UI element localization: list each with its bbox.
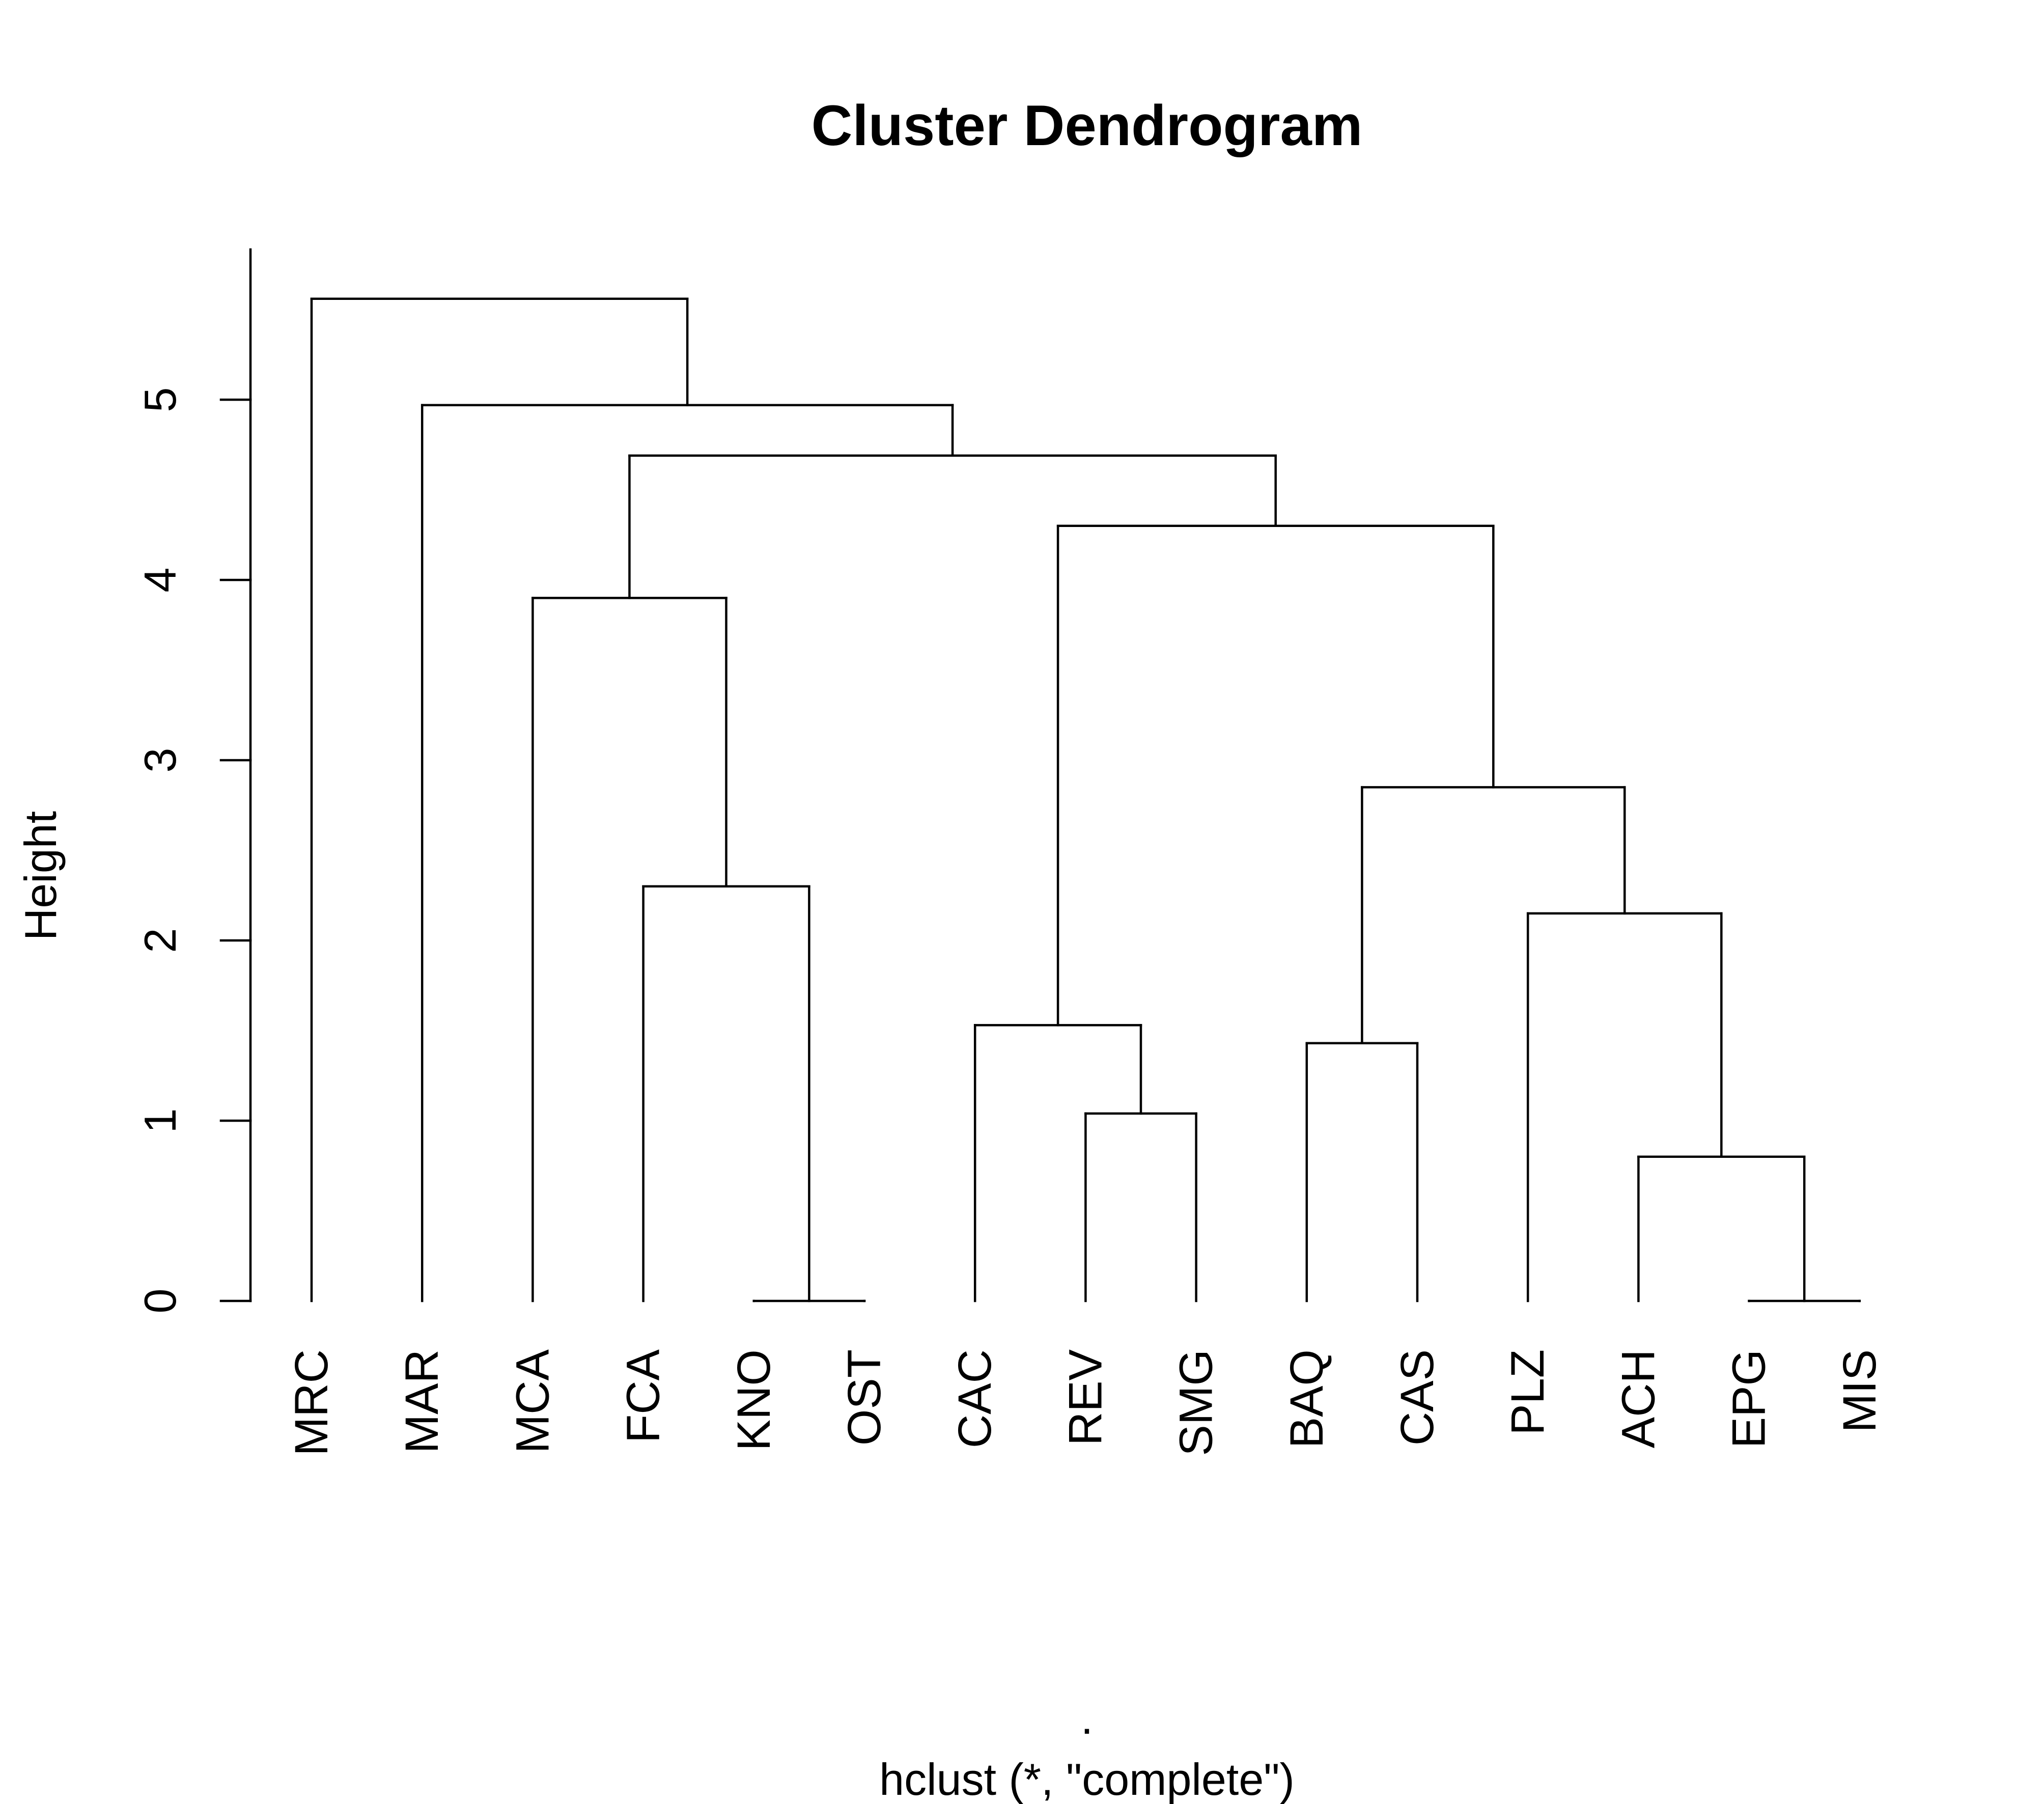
leaf-label-baq: BAQ bbox=[1281, 1349, 1333, 1448]
x-axis-label: . bbox=[1081, 1693, 1093, 1743]
leaf-label-mca: MCA bbox=[507, 1349, 558, 1453]
leaf-label-smg: SMG bbox=[1170, 1349, 1222, 1456]
leaf-label-cac: CAC bbox=[949, 1349, 1001, 1448]
leaf-label-epg: EPG bbox=[1723, 1349, 1775, 1448]
leaf-label-mar: MAR bbox=[396, 1349, 448, 1453]
leaf-label-mis: MIS bbox=[1834, 1349, 1886, 1433]
leaf-label-plz: PLZ bbox=[1502, 1349, 1554, 1435]
y-tick-label: 5 bbox=[135, 387, 185, 412]
leaf-label-ost: OST bbox=[838, 1349, 890, 1446]
dendrogram-tree bbox=[310, 297, 1861, 1302]
leaf-label-ach: ACH bbox=[1612, 1349, 1664, 1448]
chart-title: Cluster Dendrogram bbox=[811, 94, 1363, 157]
leaf-labels: MRC MAR MCA FCA KNO OST CAC REV SMG BAQ CAS PLZ ACH E… bbox=[286, 1349, 1886, 1456]
y-tick-label: 1 bbox=[135, 1108, 185, 1133]
y-tick-label: 2 bbox=[135, 928, 185, 953]
leaf-label-kno: KNO bbox=[728, 1349, 780, 1451]
y-axis: 0 1 2 3 4 5 bbox=[135, 248, 252, 1314]
y-axis-label: Height bbox=[15, 811, 66, 940]
y-tick-label: 0 bbox=[135, 1289, 185, 1314]
leaf-label-cas: CAS bbox=[1391, 1349, 1443, 1446]
y-tick-label: 3 bbox=[135, 748, 185, 773]
leaf-label-fca: FCA bbox=[618, 1349, 669, 1443]
leaf-label-mrc: MRC bbox=[286, 1349, 338, 1456]
y-tick-label: 4 bbox=[135, 568, 185, 593]
leaf-label-rev: REV bbox=[1059, 1349, 1111, 1446]
method-subtitle: hclust (*, "complete") bbox=[879, 1754, 1295, 1804]
